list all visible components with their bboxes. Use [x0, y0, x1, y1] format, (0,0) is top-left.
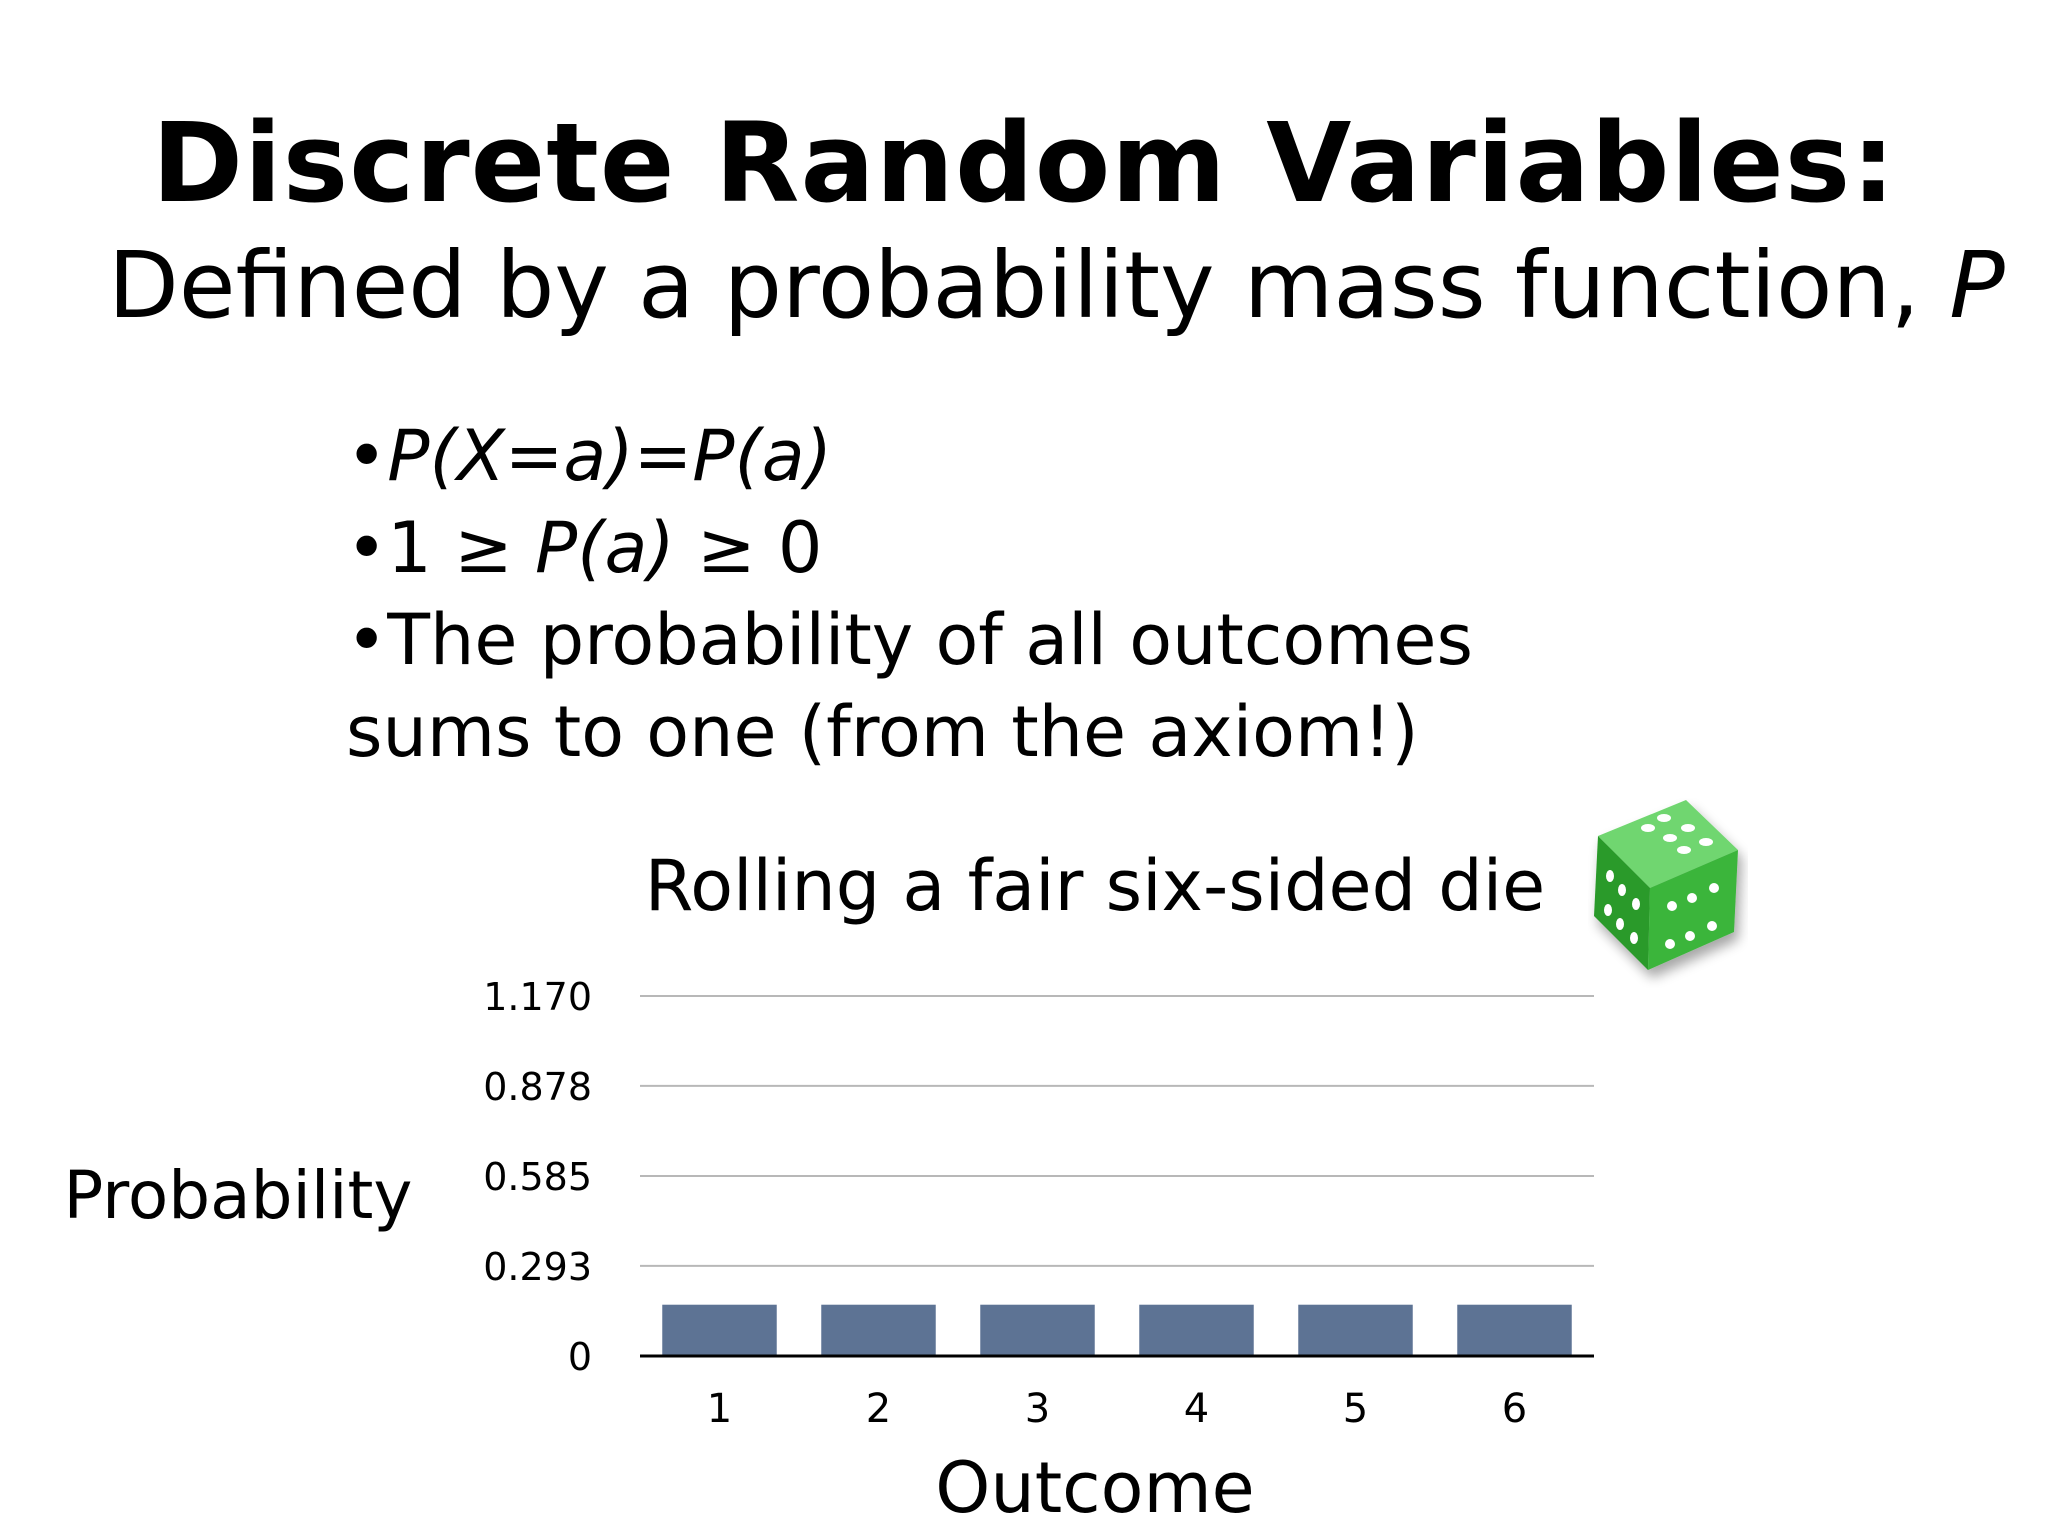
- x-tick-label: 5: [1343, 1386, 1368, 1432]
- y-tick-label: 0.878: [483, 1065, 592, 1109]
- y-axis-label: Probability: [64, 1157, 413, 1234]
- bullet-text-pre: 1 ≥: [387, 507, 535, 589]
- slide-subtitle: Defined by a probability mass function, …: [108, 240, 2005, 332]
- subtitle-variable: P: [1949, 232, 2005, 339]
- chart-title: Rolling a fair six-sided die: [645, 845, 1546, 927]
- bullet-marker: •: [346, 507, 388, 589]
- bullet-text: sums to one (from the axiom!): [346, 691, 1419, 773]
- bullet-item: •1 ≥ P(a) ≥ 0: [346, 502, 1473, 594]
- bar-outcome-1: [662, 1304, 777, 1356]
- gridlines: [640, 995, 1594, 1267]
- x-tick-label: 4: [1184, 1386, 1209, 1432]
- bullet-item: sums to one (from the axiom!): [346, 686, 1473, 778]
- bar-outcome-3: [980, 1304, 1095, 1356]
- bullet-text: P(X=a)=P(a): [387, 415, 833, 497]
- bullet-list: •P(X=a)=P(a) •1 ≥ P(a) ≥ 0 •The probabil…: [346, 410, 1473, 778]
- x-tick-label: 6: [1502, 1386, 1527, 1432]
- bullet-marker: •: [346, 415, 388, 497]
- x-tick-label: 2: [866, 1386, 891, 1432]
- bar-outcome-2: [821, 1304, 936, 1356]
- bullet-text-post: ≥ 0: [674, 507, 823, 589]
- bar-outcome-6: [1457, 1304, 1572, 1356]
- x-tick-label: 3: [1025, 1386, 1050, 1432]
- bullet-marker: •: [346, 599, 388, 681]
- y-tick-label: 0.585: [483, 1155, 592, 1199]
- y-tick-labels: 0 0.293 0.585 0.878 1.170: [483, 975, 592, 1379]
- bar-outcome-4: [1139, 1304, 1254, 1356]
- subtitle-text: Defined by a probability mass function,: [108, 232, 1920, 339]
- slide-title: Discrete Random Variables:: [151, 99, 1897, 227]
- y-tick-label: 0: [568, 1335, 592, 1379]
- bars: [662, 1304, 1572, 1356]
- bullet-item: •The probability of all outcomes: [346, 594, 1473, 686]
- bar-outcome-5: [1298, 1304, 1413, 1356]
- bullet-text-italic: P(a): [535, 507, 675, 589]
- x-tick-labels: 1 2 3 4 5 6: [707, 1386, 1527, 1432]
- x-axis-label: Outcome: [935, 1447, 1254, 1529]
- bullet-item: •P(X=a)=P(a): [346, 410, 1473, 502]
- y-tick-label: 1.170: [483, 975, 592, 1019]
- x-tick-label: 1: [707, 1386, 732, 1432]
- bullet-text: The probability of all outcomes: [387, 599, 1473, 681]
- y-tick-label: 0.293: [483, 1245, 592, 1289]
- green-die-icon: [1594, 800, 1738, 970]
